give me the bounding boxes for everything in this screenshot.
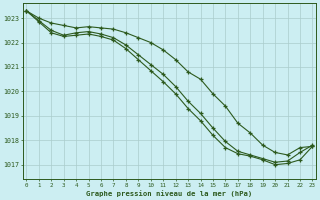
X-axis label: Graphe pression niveau de la mer (hPa): Graphe pression niveau de la mer (hPa) [86, 190, 252, 197]
